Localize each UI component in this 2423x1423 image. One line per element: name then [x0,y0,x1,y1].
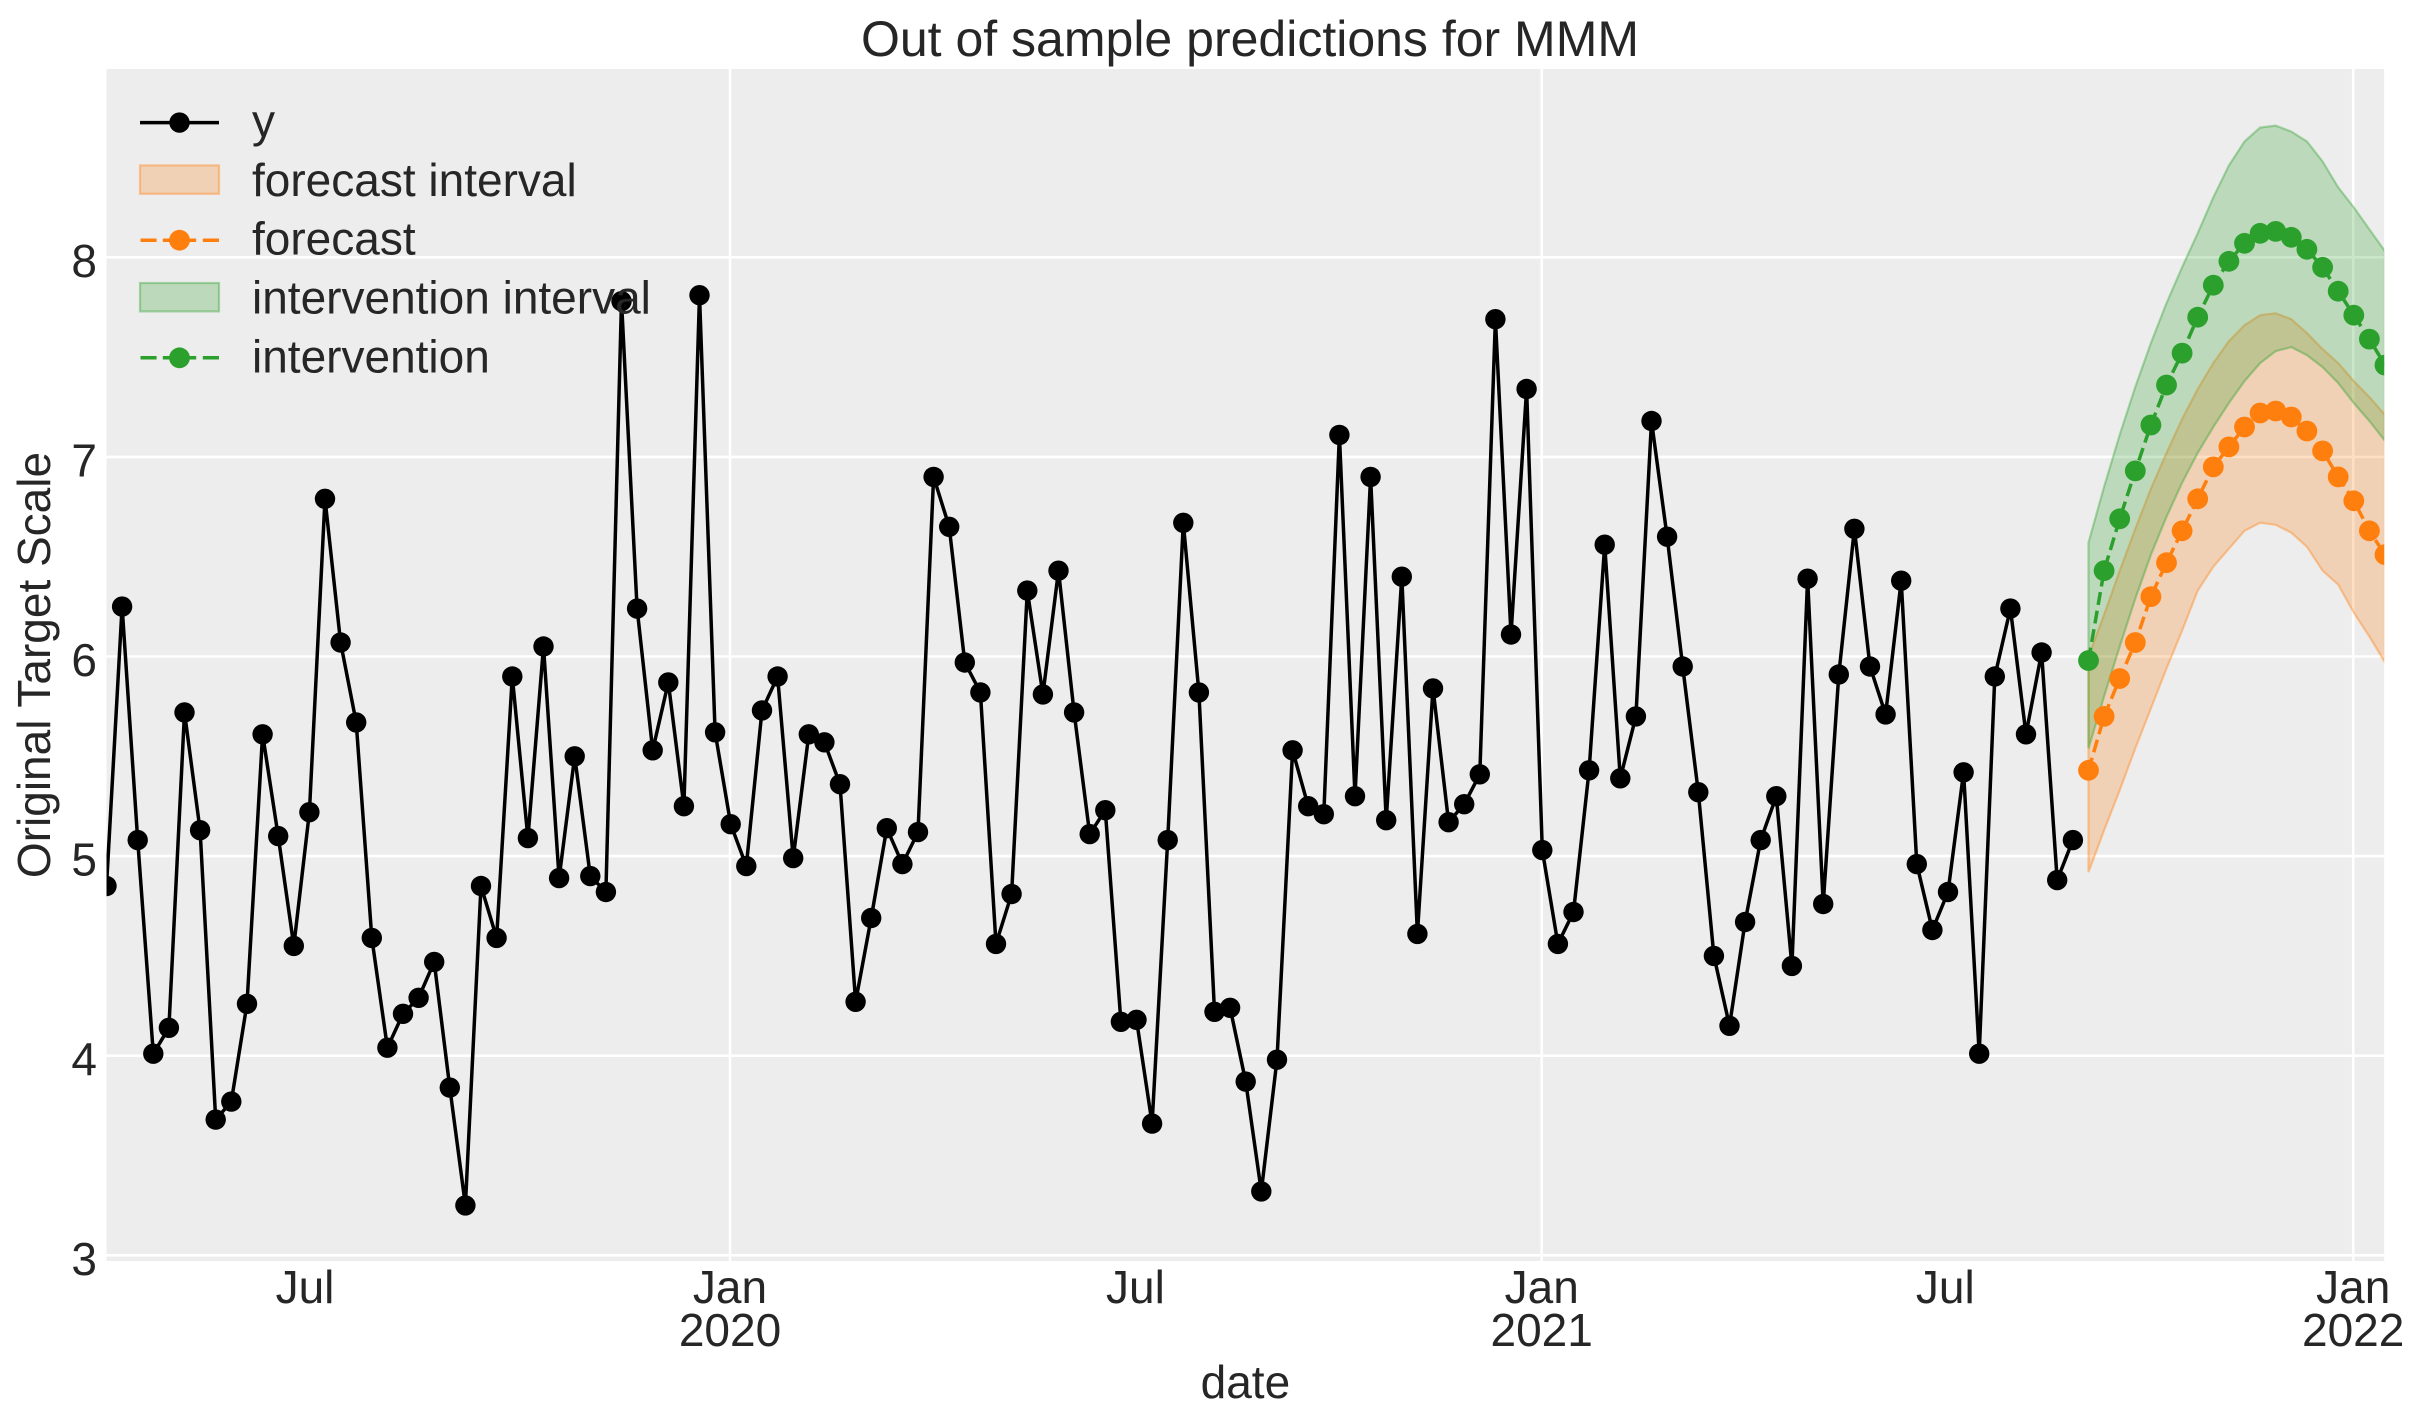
svg-text:forecast interval: forecast interval [252,154,577,206]
svg-text:2021: 2021 [1491,1304,1593,1356]
svg-text:4: 4 [71,1033,97,1085]
svg-text:Jul: Jul [276,1261,335,1313]
svg-text:Jan: Jan [2316,1261,2390,1313]
svg-text:Jan: Jan [693,1261,767,1313]
svg-text:2022: 2022 [2302,1304,2404,1356]
svg-text:intervention: intervention [252,330,490,382]
svg-text:2020: 2020 [679,1304,781,1356]
svg-text:3: 3 [71,1233,97,1285]
svg-text:intervention interval: intervention interval [252,272,651,324]
svg-text:5: 5 [71,834,97,886]
svg-text:y: y [252,95,275,147]
svg-text:date: date [1201,1356,1291,1408]
svg-text:Jan: Jan [1505,1261,1579,1313]
svg-text:8: 8 [71,235,97,287]
svg-text:7: 7 [71,434,97,486]
svg-text:Jul: Jul [1106,1261,1165,1313]
svg-text:Out of sample predictions for: Out of sample predictions for MMM [861,11,1639,67]
svg-text:6: 6 [71,634,97,686]
svg-text:Jul: Jul [1916,1261,1975,1313]
svg-text:forecast: forecast [252,213,416,265]
svg-text:Original Target Scale: Original Target Scale [8,452,60,878]
